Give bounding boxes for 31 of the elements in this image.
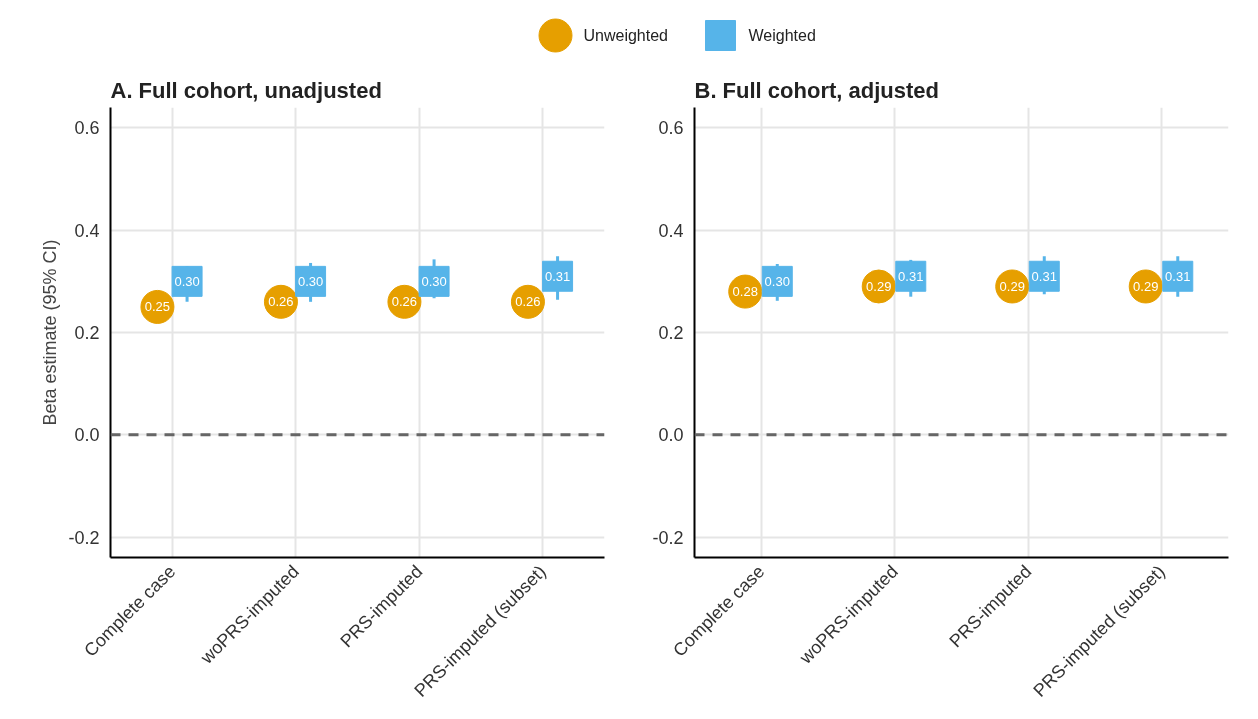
- data-label: 0.31: [544, 268, 571, 284]
- data-label: 0.29: [999, 278, 1025, 294]
- y-tick-label: 0.4: [658, 220, 684, 241]
- y-tick-label: -0.2: [68, 527, 100, 548]
- chart-title: B. Full cohort, adjusted: [694, 77, 939, 103]
- y-tick-label: 0.6: [74, 118, 100, 139]
- data-label: 0.31: [1165, 268, 1191, 284]
- data-label: 0.31: [1031, 268, 1057, 284]
- legend-label: Unweighted: [583, 27, 668, 44]
- data-label: 0.29: [1133, 278, 1159, 294]
- legend-label: Weighted: [748, 27, 816, 44]
- data-label: 0.26: [391, 294, 418, 310]
- y-tick-label: -0.2: [652, 527, 684, 548]
- chart-title: A. Full cohort, unadjusted: [110, 77, 382, 103]
- data-label: 0.25: [144, 299, 171, 315]
- data-label: 0.30: [421, 273, 447, 289]
- y-tick-label: 0.6: [658, 118, 684, 139]
- y-tick-label: 0.2: [74, 323, 100, 343]
- data-label: 0.31: [898, 268, 924, 284]
- data-label: 0.30: [174, 273, 200, 289]
- y-tick-label: 0.4: [74, 220, 100, 241]
- data-label: 0.26: [515, 294, 541, 310]
- y-tick-label: 0.2: [658, 323, 684, 343]
- data-label: 0.26: [268, 294, 294, 310]
- y-tick-label: 0.0: [658, 425, 684, 446]
- y-tick-label: 0.0: [74, 425, 100, 446]
- y-axis-title: Beta estimate (95% CI): [40, 239, 61, 426]
- data-label: 0.30: [297, 273, 324, 289]
- data-label: 0.28: [732, 284, 758, 300]
- data-label: 0.29: [866, 278, 892, 294]
- data-label: 0.30: [764, 273, 790, 289]
